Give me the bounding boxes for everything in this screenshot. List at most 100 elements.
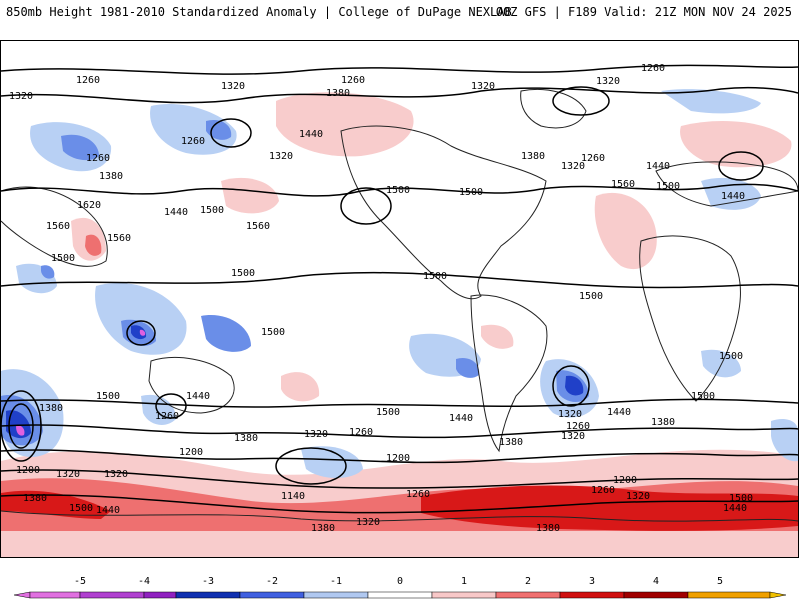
colorbar-tick-label: -3	[202, 576, 214, 587]
contour-label: 1320	[558, 409, 582, 420]
map-title: 850mb Height 1981-2010 Standardized Anom…	[6, 5, 512, 19]
contour-label: 1500	[200, 205, 224, 216]
contour-label: 1320	[356, 517, 380, 528]
antarctica-outline	[1, 510, 798, 522]
contour-label: 1620	[77, 200, 101, 211]
contour-label: 1560	[611, 179, 635, 190]
colorbar-tick-label: 3	[589, 576, 595, 587]
contour-label: 1320	[626, 491, 650, 502]
atlantic-positive	[594, 192, 657, 270]
colorbar-swatch	[431, 591, 497, 599]
south-pole-extreme-positive	[421, 485, 798, 531]
contour-label: 1500	[261, 327, 285, 338]
contour-label: 1380	[499, 437, 523, 448]
contour-label: 1500	[51, 253, 75, 264]
contour-label: 1320	[471, 81, 495, 92]
colorbar-right-arrow	[769, 591, 787, 599]
colorbar-tick-label: 5	[717, 576, 723, 587]
colorbar-tick-label: 0	[397, 576, 403, 587]
contour-label: 1440	[607, 407, 631, 418]
contour-label: 1440	[96, 505, 120, 516]
contour-label: 1380	[311, 523, 335, 534]
colorbar-tick-label: -1	[330, 576, 342, 587]
contour-label: 1260	[349, 427, 373, 438]
header-bar: 850mb Height 1981-2010 Standardized Anom…	[0, 0, 800, 40]
colorbar-tick-label: 4	[653, 576, 659, 587]
contour-label: 1440	[164, 207, 188, 218]
contour-label: 1320	[104, 469, 128, 480]
contour-label: 1320	[56, 469, 80, 480]
colorbar-tick-label: -2	[266, 576, 278, 587]
contour-label: 1320	[596, 76, 620, 87]
colorbar: -5 -4 -3 -2 -1 0 1 2 3 4 5	[0, 568, 800, 600]
colorbar-swatch	[239, 591, 305, 599]
contour-label: 1320	[561, 161, 585, 172]
contour-label: 1500	[719, 351, 743, 362]
colorbar-swatch	[367, 591, 433, 599]
colorbar-swatch	[623, 591, 689, 599]
height-contours	[1, 64, 798, 514]
contour-label: 1320	[269, 151, 293, 162]
colorbar-swatch	[303, 591, 369, 599]
indonesia-negative	[95, 282, 187, 355]
contour-label: 1380	[39, 403, 63, 414]
contour-label: 1500	[96, 391, 120, 402]
contour-labels: 1260 1260 1260 1320 1320 1320 1320 1380 …	[9, 63, 753, 534]
colorbar-swatches	[13, 591, 787, 599]
contour-label: 1560	[46, 221, 70, 232]
contour-label: 1260	[641, 63, 665, 74]
contour-label: 1440	[646, 161, 670, 172]
negative-anomaly-fills	[1, 89, 798, 478]
coastlines	[1, 88, 798, 522]
map-panel[interactable]: 1260 1260 1260 1320 1320 1320 1320 1380 …	[0, 40, 799, 558]
contour-label: 1260	[86, 153, 110, 164]
colorbar-ticks: -5 -4 -3 -2 -1 0 1 2 3 4 5	[74, 576, 723, 587]
australia-outline	[148, 356, 235, 414]
contour-label: 1560	[107, 233, 131, 244]
contour-label: 1440	[186, 391, 210, 402]
colorbar-swatch	[495, 591, 561, 599]
contour-label: 1440	[299, 129, 323, 140]
colorbar-swatch	[143, 591, 177, 599]
contour-label: 1440	[449, 413, 473, 424]
asia-outline	[1, 186, 108, 267]
model-valid-time: 00Z GFS | F189 Valid: 21Z MON NOV 24 202…	[495, 5, 792, 19]
contour-label: 1500	[579, 291, 603, 302]
contour-label: 1380	[326, 88, 350, 99]
colorbar-tick-label: -4	[138, 576, 150, 587]
anomaly-map[interactable]: 1260 1260 1260 1320 1320 1320 1320 1380 …	[1, 41, 798, 557]
contour-label: 1320	[221, 81, 245, 92]
contour-label: 1500	[231, 268, 255, 279]
colorbar-left-arrow	[13, 591, 31, 599]
contour-label: 1380	[99, 171, 123, 182]
contour-label: 1500	[386, 185, 410, 196]
colorbar-swatch	[687, 591, 771, 599]
contour-label: 1200	[386, 453, 410, 464]
contour-label: 1380	[23, 493, 47, 504]
europe-positive	[680, 121, 792, 168]
contour-label: 1260	[76, 75, 100, 86]
contour-label: 1320	[9, 91, 33, 102]
colorbar-tick-label: 1	[461, 576, 467, 587]
contour-label: 1500	[691, 391, 715, 402]
contour-label: 1140	[281, 491, 305, 502]
colorbar-tick-label: -5	[74, 576, 86, 587]
positive-anomaly-fills	[1, 92, 798, 557]
contour-label: 1200	[179, 447, 203, 458]
south-america-outline	[470, 294, 548, 453]
contour-label: 1260	[341, 75, 365, 86]
contour-label: 1560	[246, 221, 270, 232]
contour-label: 1260	[581, 153, 605, 164]
contour-label: 1380	[521, 151, 545, 162]
contour-label: 1260	[406, 489, 430, 500]
contour-label: 1500	[69, 503, 93, 514]
contour-label: 1380	[234, 433, 258, 444]
contour-label: 1320	[561, 431, 585, 442]
contour-label: 1500	[459, 187, 483, 198]
contour-label: 1260	[155, 411, 179, 422]
contour-label: 1200	[16, 465, 40, 476]
colorbar-swatch	[559, 591, 625, 599]
colorbar-swatch	[175, 591, 241, 599]
contour-label: 1500	[376, 407, 400, 418]
colorbar-tick-label: 2	[525, 576, 531, 587]
